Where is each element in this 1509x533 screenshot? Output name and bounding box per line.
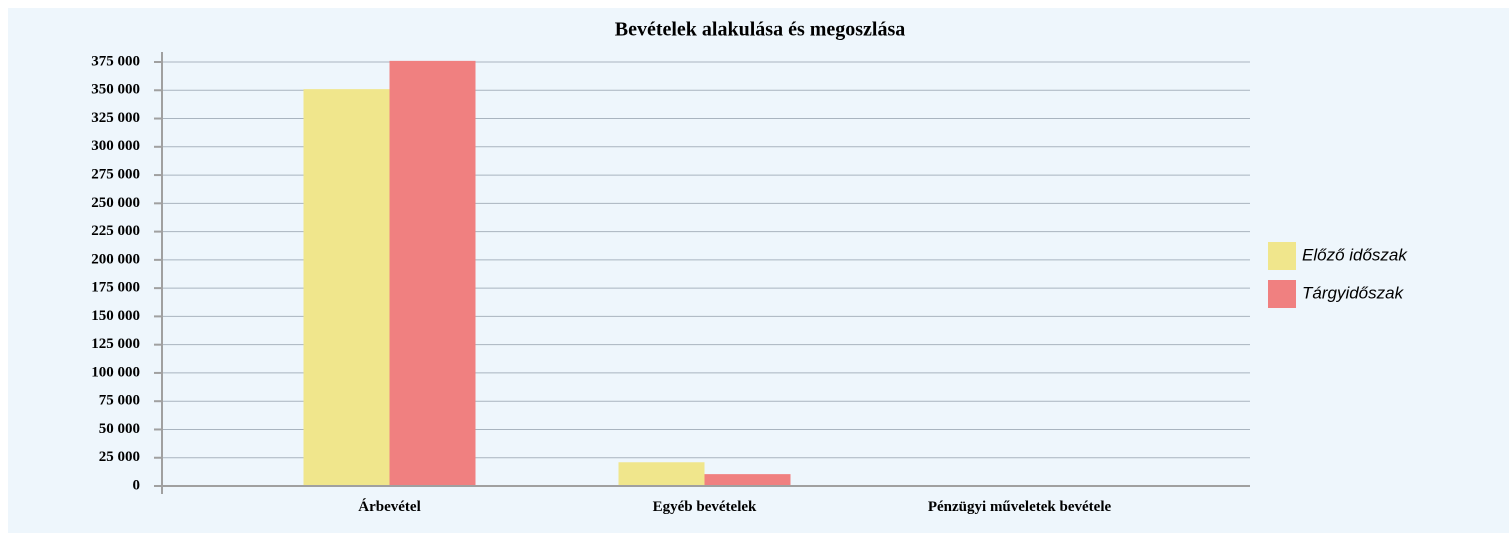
x-tick-label-box: Árbevétel <box>358 499 421 515</box>
legend-label: Előző időszak <box>1302 245 1408 264</box>
legend-swatch <box>1268 242 1296 270</box>
y-tick-label: 200 000 <box>91 251 140 267</box>
y-tick-label: 350 000 <box>91 82 140 98</box>
legend-swatch <box>1268 280 1296 308</box>
chart-title: Bevételek alakulása és megoszlása <box>615 19 906 41</box>
y-tick-label: 300 000 <box>91 138 140 154</box>
y-tick-label: 250 000 <box>91 195 140 211</box>
x-tick-label: Egyéb bevételek <box>652 499 757 515</box>
legend-label: Tárgyidőszak <box>1302 283 1405 302</box>
y-tick-label: 100 000 <box>91 364 140 380</box>
y-tick-label: 275 000 <box>91 167 140 183</box>
y-tick-label: 50 000 <box>99 421 140 437</box>
y-tick-label: 225 000 <box>91 223 140 239</box>
x-tick-label: Árbevétel <box>358 499 421 515</box>
y-tick-label: 325 000 <box>91 110 140 126</box>
y-tick-label: 375 000 <box>91 53 140 69</box>
bar <box>389 60 476 487</box>
x-tick-label-box: Pénzügyi műveletek bevétele <box>927 499 1112 515</box>
bar <box>704 474 791 486</box>
y-tick-label: 125 000 <box>91 336 140 352</box>
x-tick-label-box: Egyéb bevételek <box>652 499 757 515</box>
bar <box>618 462 705 486</box>
bar <box>303 89 390 487</box>
y-tick-label: 75 000 <box>99 393 140 409</box>
y-tick-label: 0 <box>133 477 141 493</box>
y-tick-label: 150 000 <box>91 308 140 324</box>
y-tick-label: 175 000 <box>91 280 140 296</box>
x-tick-label: Pénzügyi műveletek bevétele <box>927 499 1112 515</box>
chart-background <box>8 8 1509 533</box>
y-tick-label: 25 000 <box>99 449 140 465</box>
